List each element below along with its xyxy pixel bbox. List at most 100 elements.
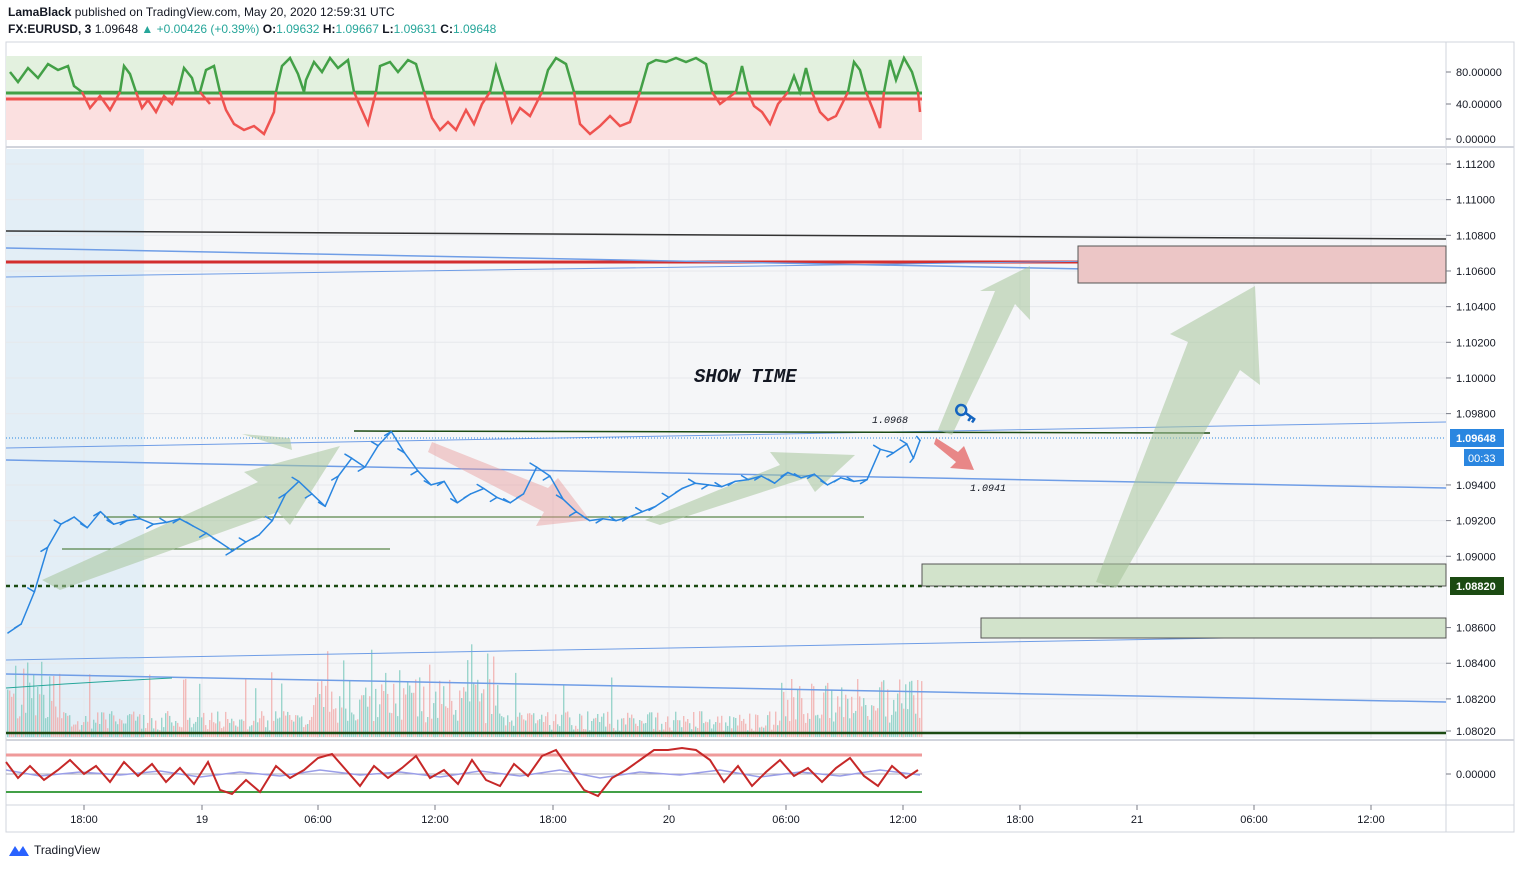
- volume-bar: [171, 722, 173, 737]
- price-tick-label: 1.10200: [1456, 337, 1496, 349]
- volume-bar: [343, 660, 345, 737]
- price-point: [720, 485, 723, 488]
- volume-bar: [367, 706, 369, 737]
- volume-bar: [517, 716, 519, 737]
- price-point: [535, 466, 538, 468]
- close-value: 1.09648: [452, 22, 497, 36]
- volume-bar: [515, 672, 517, 737]
- volume-bar: [371, 649, 373, 737]
- level-1-0968-annotation[interactable]: 1.0968: [872, 416, 908, 427]
- volume-bar: [743, 718, 745, 737]
- volume-bar: [57, 717, 59, 737]
- volume-bar: [215, 723, 217, 737]
- price-point: [654, 505, 657, 508]
- volume-bar: [795, 719, 797, 737]
- show-time-annotation[interactable]: SHOW TIME: [694, 366, 797, 388]
- volume-bar: [411, 692, 413, 737]
- volume-bar: [607, 711, 609, 737]
- volume-bar: [131, 714, 133, 737]
- volume-bar: [651, 712, 653, 737]
- bottom-oscillator-pane[interactable]: 0.00000: [5, 746, 1496, 798]
- volume-bar: [819, 718, 821, 737]
- footer-brand[interactable]: TradingView: [8, 843, 100, 857]
- volume-bar: [241, 719, 243, 737]
- price-axis[interactable]: 1.11200 1.11000 1.10800 1.10600 1.10400 1.102…: [1446, 159, 1496, 738]
- volume-bar: [887, 689, 889, 737]
- price-point: [549, 475, 551, 477]
- top-oscillator-pane[interactable]: 80.00000 40.00000 0.00000: [6, 55, 1502, 146]
- volume-bar: [285, 715, 287, 737]
- price-point: [681, 487, 683, 490]
- volume-bar: [125, 723, 127, 737]
- support-zone-1[interactable]: [921, 563, 1447, 587]
- price-point: [443, 480, 446, 483]
- volume-bar: [719, 722, 721, 737]
- price-point: [112, 523, 115, 525]
- price-point: [760, 475, 763, 477]
- volume-bar: [37, 687, 39, 737]
- volume-bar: [403, 688, 405, 737]
- low-value: 1.09631: [393, 22, 437, 36]
- volume-bars: [7, 644, 923, 737]
- volume-bar: [875, 710, 877, 737]
- volume-bar: [155, 720, 157, 737]
- osc-line-red: [80, 91, 922, 136]
- volume-bar: [507, 715, 509, 737]
- volume-bar: [767, 715, 769, 737]
- volume-bar: [101, 712, 103, 737]
- volume-bar: [381, 684, 383, 737]
- volume-bar: [289, 715, 291, 737]
- volume-bar: [353, 714, 355, 737]
- time-axis[interactable]: 18:00 19 06:00 12:00 18:00 20 06:00 12:00 18:00 2…: [70, 805, 1385, 826]
- price-point: [509, 502, 512, 504]
- volume-bar: [205, 725, 207, 737]
- volume-bar: [185, 678, 187, 737]
- volume-bar: [579, 713, 581, 737]
- price-tick-label: 1.09400: [1456, 480, 1496, 492]
- volume-bar: [275, 711, 277, 737]
- price-point: [377, 444, 379, 447]
- volume-bar: [721, 715, 723, 737]
- price-point: [245, 541, 247, 543]
- resistance-zone[interactable]: [1077, 245, 1447, 284]
- volume-bar: [569, 717, 571, 737]
- volume-bar: [917, 680, 919, 737]
- volume-bar: [297, 715, 299, 737]
- volume-bar: [133, 711, 135, 737]
- volume-bar: [117, 724, 119, 737]
- volume-bar: [169, 715, 171, 737]
- key-icon[interactable]: [954, 403, 978, 424]
- price-tick-label: 1.09800: [1456, 409, 1496, 421]
- osc-overbought-band: [6, 56, 922, 96]
- volume-bar: [635, 723, 637, 737]
- price-pane[interactable]: SHOW TIME 1.0968 1.0941 1.112001.110001.…: [5, 149, 1504, 738]
- volume-bar: [135, 720, 137, 737]
- symbol-label[interactable]: FX:EURUSD, 3: [8, 22, 92, 36]
- volume-bar: [421, 711, 423, 737]
- support-zone-2[interactable]: [980, 617, 1447, 639]
- volume-bar: [803, 714, 805, 737]
- volume-bar: [209, 720, 211, 737]
- volume-bar: [545, 716, 547, 737]
- volume-bar: [631, 714, 633, 737]
- volume-bar: [405, 694, 407, 737]
- volume-bar: [773, 724, 775, 737]
- price-tick-label: 1.10600: [1456, 266, 1496, 278]
- volume-bar: [805, 722, 807, 737]
- volume-bar: [415, 679, 417, 737]
- volume-bar: [95, 722, 97, 737]
- volume-bar: [689, 723, 691, 737]
- volume-bar: [627, 712, 629, 737]
- author-name[interactable]: LamaBlack: [8, 5, 72, 19]
- volume-bar: [151, 718, 153, 737]
- price-point: [839, 477, 842, 479]
- volume-bar: [143, 715, 145, 737]
- volume-bar: [643, 723, 645, 737]
- level-1-0941-annotation[interactable]: 1.0941: [970, 484, 1006, 495]
- volume-bar: [335, 708, 337, 737]
- time-tick-label: 18:00: [70, 814, 98, 826]
- time-tick-label: 20: [663, 814, 675, 826]
- volume-bar: [461, 698, 463, 737]
- volume-bar: [439, 680, 441, 737]
